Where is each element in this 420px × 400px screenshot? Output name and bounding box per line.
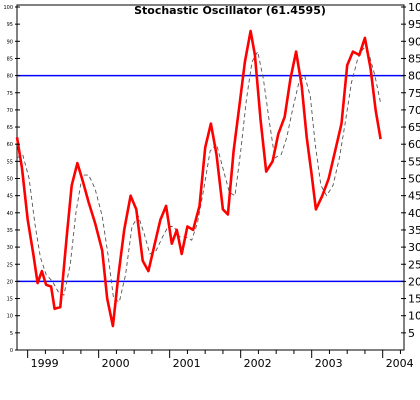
- left-tick-label: 90: [7, 39, 13, 45]
- left-tick-label: 70: [7, 108, 13, 114]
- x-axis-ticks: 1999 2000 2001 2002 2003 2004: [27, 350, 414, 370]
- right-tick-label: 25: [408, 258, 420, 271]
- left-tick-label: 85: [7, 56, 13, 62]
- right-tick-label: 95: [408, 18, 420, 31]
- right-tick-label: 55: [408, 155, 420, 168]
- x-tick-label: 2001: [173, 357, 201, 370]
- right-tick-label: 90: [408, 35, 420, 48]
- x-tick-label: 2003: [315, 357, 343, 370]
- left-tick-label: 45: [7, 194, 13, 200]
- right-tick-label: 5: [408, 327, 415, 340]
- right-tick-label: 60: [408, 138, 420, 151]
- right-tick-label: 45: [408, 190, 420, 203]
- right-tick-label: 15: [408, 293, 420, 306]
- reference-lines: [17, 74, 404, 283]
- left-tick-label: 100: [3, 5, 13, 11]
- left-tick-label: 95: [7, 22, 13, 28]
- right-tick-label: 100: [408, 1, 420, 14]
- left-tick-label: 60: [7, 142, 13, 148]
- left-tick-label: 50: [7, 177, 13, 183]
- right-tick-label: 80: [408, 70, 420, 83]
- x-tick-label: 2000: [102, 357, 130, 370]
- right-tick-label: 40: [408, 207, 420, 220]
- left-tick-label: 55: [7, 159, 13, 165]
- x-tick-label: 1999: [31, 357, 59, 370]
- right-tick-label: 70: [408, 104, 420, 117]
- right-tick-label: 75: [408, 87, 420, 100]
- x-tick-label: 2004: [386, 357, 414, 370]
- chart-title: Stochastic Oscillator (61.4595): [134, 4, 326, 17]
- right-tick-label: 10: [408, 310, 420, 323]
- right-tick-label: 35: [408, 224, 420, 237]
- right-axis-ticks: 5 10 15 20 25 30 35 40 45 50 55 60 65 70 75 80 85 90 95 100: [401, 1, 420, 340]
- left-tick-label: 65: [7, 125, 13, 131]
- x-tick-label: 2002: [244, 357, 272, 370]
- left-tick-label: 5: [10, 331, 13, 337]
- right-tick-label: 30: [408, 241, 420, 254]
- left-tick-label: 75: [7, 91, 13, 97]
- right-tick-label: 85: [408, 52, 420, 65]
- stochastic-line: [15, 29, 382, 328]
- plot-area: [16, 4, 405, 351]
- left-tick-label: 30: [7, 245, 13, 251]
- left-tick-label: 35: [7, 228, 13, 234]
- left-tick-label: 15: [7, 297, 13, 303]
- left-tick-label: 10: [7, 314, 13, 320]
- left-axis-ticks: 0 5 10 15 20 25 30 35 40 45 50 55 60 65 70 75 80 85 90 95 10…: [3, 5, 20, 354]
- right-tick-label: 20: [408, 275, 420, 288]
- series-lines: [15, 29, 382, 328]
- left-tick-label: 20: [7, 279, 13, 285]
- signal-line: [16, 47, 382, 303]
- left-tick-label: 80: [7, 74, 13, 80]
- left-tick-label: 0: [10, 348, 13, 354]
- right-tick-label: 50: [408, 173, 420, 186]
- left-tick-label: 40: [7, 211, 13, 217]
- right-tick-label: 65: [408, 121, 420, 134]
- left-tick-label: 25: [7, 262, 13, 268]
